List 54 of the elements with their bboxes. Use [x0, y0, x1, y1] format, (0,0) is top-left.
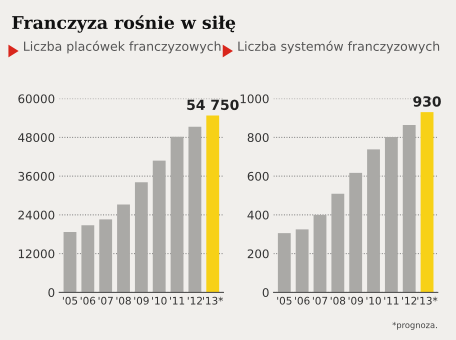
- y-tick-label: 400: [247, 210, 269, 220]
- x-tick-label: '06: [80, 296, 96, 305]
- bar: [170, 136, 184, 292]
- x-tick-label: '10: [366, 296, 381, 305]
- x-tick-label: '12: [402, 296, 416, 304]
- x-tick-label: '06: [295, 296, 310, 305]
- bar: [349, 172, 362, 292]
- y-tick-label: 600: [248, 172, 269, 181]
- x-tick-label: '05: [62, 296, 78, 305]
- chart-subtitle: Liczba systemów franczyzowych: [238, 40, 440, 54]
- y-tick-label: 800: [248, 133, 269, 142]
- x-tick-label: '08: [330, 296, 346, 305]
- bar: [134, 182, 148, 292]
- bar: [402, 124, 416, 292]
- y-tick-label: 48000: [18, 133, 54, 142]
- bar: [188, 126, 202, 292]
- y-tick-label: 60000: [18, 94, 54, 104]
- x-tick-label: '09: [134, 296, 149, 305]
- y-tick-label: 200: [248, 249, 269, 258]
- bar: [152, 160, 166, 292]
- bar: [81, 225, 94, 292]
- x-tick-label: '12: [188, 296, 202, 304]
- x-tick-label: '07: [98, 296, 113, 305]
- bar: [99, 219, 112, 292]
- x-tick-label: '10: [152, 296, 167, 305]
- bar: [384, 136, 398, 292]
- x-tick-label: '07: [312, 296, 328, 305]
- x-tick-label: '05: [277, 296, 292, 305]
- bar: [278, 233, 291, 292]
- x-tick-label: '11: [170, 296, 184, 304]
- data-label: 930: [413, 96, 441, 107]
- bar: [420, 112, 434, 292]
- bar: [64, 232, 76, 292]
- y-tick-label: 36000: [18, 172, 54, 181]
- x-tick-label: '11: [384, 296, 398, 304]
- y-tick-label: 12000: [18, 249, 54, 258]
- bar: [296, 229, 309, 292]
- y-tick-label: 0: [262, 288, 269, 298]
- text: *prognoza.: [392, 322, 437, 330]
- chart-title: Franczyza rośnie w siłę: [12, 15, 236, 33]
- bar: [331, 194, 344, 292]
- bar: [117, 204, 130, 292]
- x-tick-label: '08: [116, 296, 131, 305]
- chart-subtitle: Liczba placówek franczyzowych: [24, 40, 220, 54]
- data-label: 54 750: [187, 100, 239, 110]
- x-tick-label: '13*: [203, 296, 224, 305]
- y-tick-label: 1000: [240, 94, 269, 104]
- bar: [367, 149, 380, 292]
- x-tick-label: '13*: [417, 296, 438, 305]
- bar: [206, 116, 220, 292]
- y-tick-label: 24000: [18, 210, 54, 220]
- x-tick-label: '09: [348, 296, 364, 305]
- y-tick-label: 0: [48, 288, 54, 298]
- bar: [314, 214, 326, 292]
